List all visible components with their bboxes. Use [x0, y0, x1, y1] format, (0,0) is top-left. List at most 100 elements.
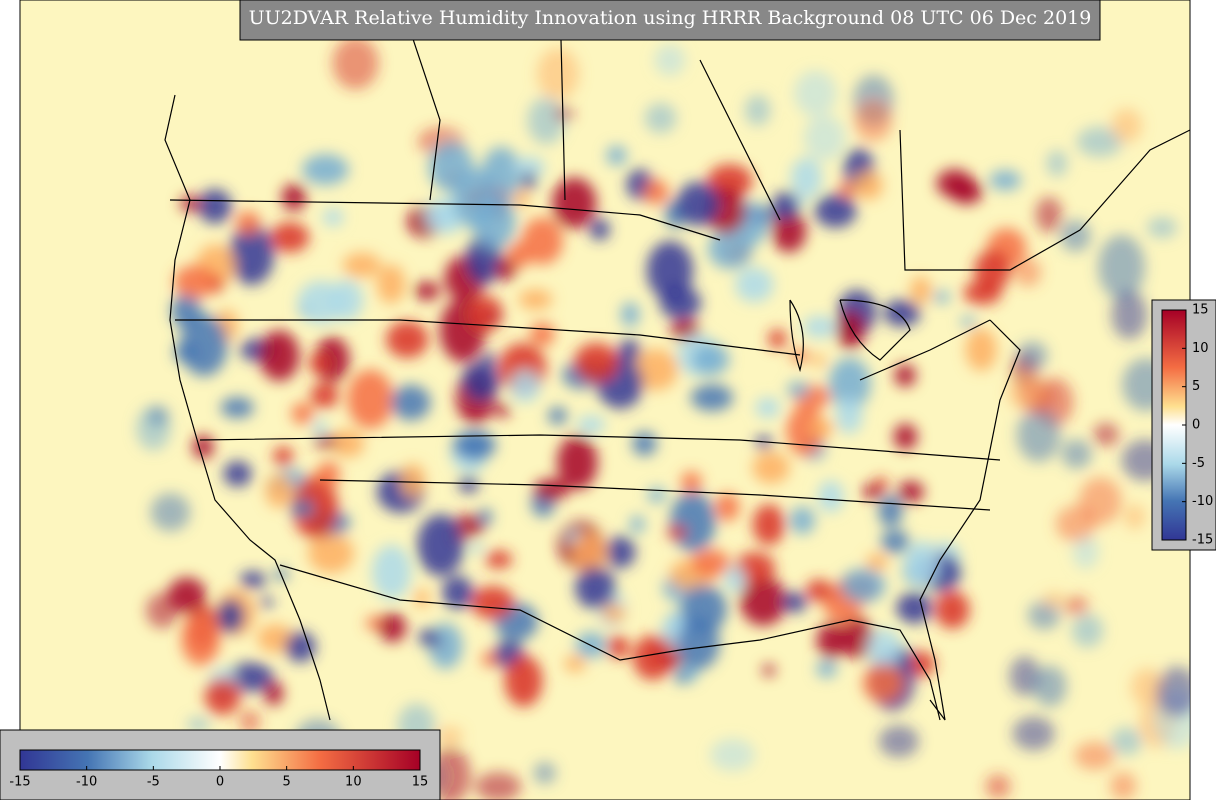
field-blob: [475, 772, 522, 800]
field-blob: [1093, 422, 1120, 446]
field-blob: [1007, 376, 1045, 410]
field-blob: [461, 361, 500, 402]
field-blob: [576, 415, 606, 434]
field-blob: [790, 349, 810, 362]
field-blob: [897, 481, 924, 503]
field-blob: [908, 650, 936, 677]
field-blob: [332, 36, 379, 90]
field-blob: [1071, 613, 1104, 648]
field-blob: [533, 478, 569, 502]
field-blob: [347, 369, 394, 429]
field-blob: [1098, 234, 1145, 300]
field-blob: [840, 617, 874, 659]
field-blob: [553, 106, 575, 121]
field-blob: [1147, 217, 1178, 238]
boundaries: [164, 0, 1191, 721]
field-blob: [227, 662, 274, 692]
field-blob: [478, 508, 493, 526]
field-blob: [150, 493, 191, 532]
field-blob: [1016, 408, 1061, 462]
field-blob: [485, 550, 513, 569]
field-blob: [302, 154, 349, 186]
field-blob: [1046, 150, 1068, 177]
field-blob: [878, 494, 903, 528]
field-blob: [680, 471, 702, 494]
field-blob: [1124, 504, 1146, 530]
field-blob: [575, 566, 616, 610]
field-blob: [308, 533, 354, 574]
field-blob: [874, 477, 888, 491]
field-blob: [883, 299, 921, 327]
v-tick-label: 0: [1192, 418, 1200, 433]
field-blob: [840, 568, 886, 603]
field-blob: [292, 476, 339, 540]
field-blob: [376, 264, 406, 304]
field-blob: [1155, 666, 1190, 718]
field-blob: [259, 597, 274, 608]
field-blob: [904, 540, 940, 586]
field-blob: [564, 655, 586, 673]
field-blob: [606, 145, 627, 166]
v-tick-label: 10: [1192, 341, 1209, 356]
field-blob: [866, 553, 888, 572]
field-blob: [572, 531, 608, 575]
field-blob: [896, 592, 933, 624]
field-blob: [812, 353, 826, 368]
field-blob: [881, 529, 910, 554]
field-blob: [950, 178, 983, 205]
field-blob: [400, 463, 426, 498]
h-tick-label: 15: [412, 775, 429, 790]
h-tick-label: -10: [76, 775, 97, 790]
field-blob: [989, 170, 1022, 191]
field-blob: [147, 405, 169, 426]
field-blob: [1110, 772, 1137, 800]
field-blob: [291, 402, 314, 425]
field-blob: [548, 407, 568, 425]
field-blob: [910, 276, 932, 305]
v-tick-label: -15: [1192, 533, 1213, 548]
field-blob: [854, 99, 893, 142]
field-blob: [647, 487, 667, 503]
field-blob: [472, 194, 516, 249]
field-blob: [620, 301, 640, 327]
field-blob: [273, 446, 294, 467]
field-blob: [1111, 108, 1143, 143]
field-blob: [1074, 741, 1115, 770]
field-blob: [1009, 656, 1041, 696]
field-blob: [724, 566, 745, 593]
field-blob: [781, 591, 807, 613]
field-blob: [1111, 290, 1148, 340]
field-blob: [471, 586, 515, 620]
field-blob: [270, 222, 310, 253]
h-tick-label: -15: [9, 775, 30, 790]
field-blob: [1130, 668, 1164, 707]
field-blob: [173, 265, 217, 299]
field-blob: [371, 544, 412, 600]
field-blob: [772, 191, 799, 220]
v-tick-label: 15: [1192, 303, 1209, 318]
field-blob: [146, 592, 179, 629]
great-lakes: [789, 299, 991, 381]
field-blob: [414, 588, 430, 609]
field-blob: [1027, 600, 1061, 630]
colorbar-ticks: -15 -15 -10 -10 -5 -5 0 0 5 5 10 10 15 15: [9, 303, 1213, 790]
field-blob: [786, 405, 825, 457]
field-blob: [552, 177, 597, 229]
field-blob: [1012, 716, 1055, 751]
field-blob: [1033, 665, 1067, 707]
h-tick-label: 0: [216, 775, 224, 790]
field-blob: [423, 200, 456, 232]
field-blob: [816, 660, 838, 678]
humidity-field: [136, 36, 1190, 800]
field-blob: [629, 515, 645, 534]
field-blob: [289, 500, 315, 517]
field-blob: [804, 115, 846, 161]
field-blob: [320, 436, 339, 448]
field-blob: [417, 514, 465, 577]
field-blob: [789, 506, 816, 535]
field-blob: [186, 717, 211, 733]
field-blob: [342, 252, 382, 278]
field-blob: [867, 628, 902, 668]
